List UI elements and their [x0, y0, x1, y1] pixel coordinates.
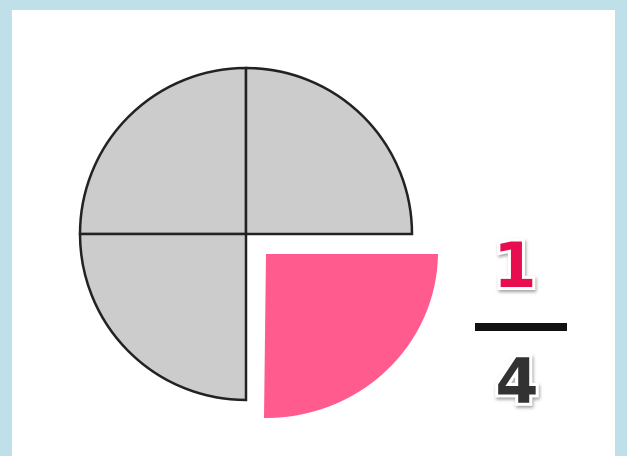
quarter-highlighted — [264, 254, 438, 419]
denominator: 4 — [495, 345, 538, 418]
quarter-top-right — [244, 66, 414, 236]
numerator: 1 — [493, 229, 536, 302]
quarter-top-left — [78, 66, 248, 236]
fraction-bar — [475, 323, 567, 331]
quarter-bottom-left — [78, 232, 248, 402]
